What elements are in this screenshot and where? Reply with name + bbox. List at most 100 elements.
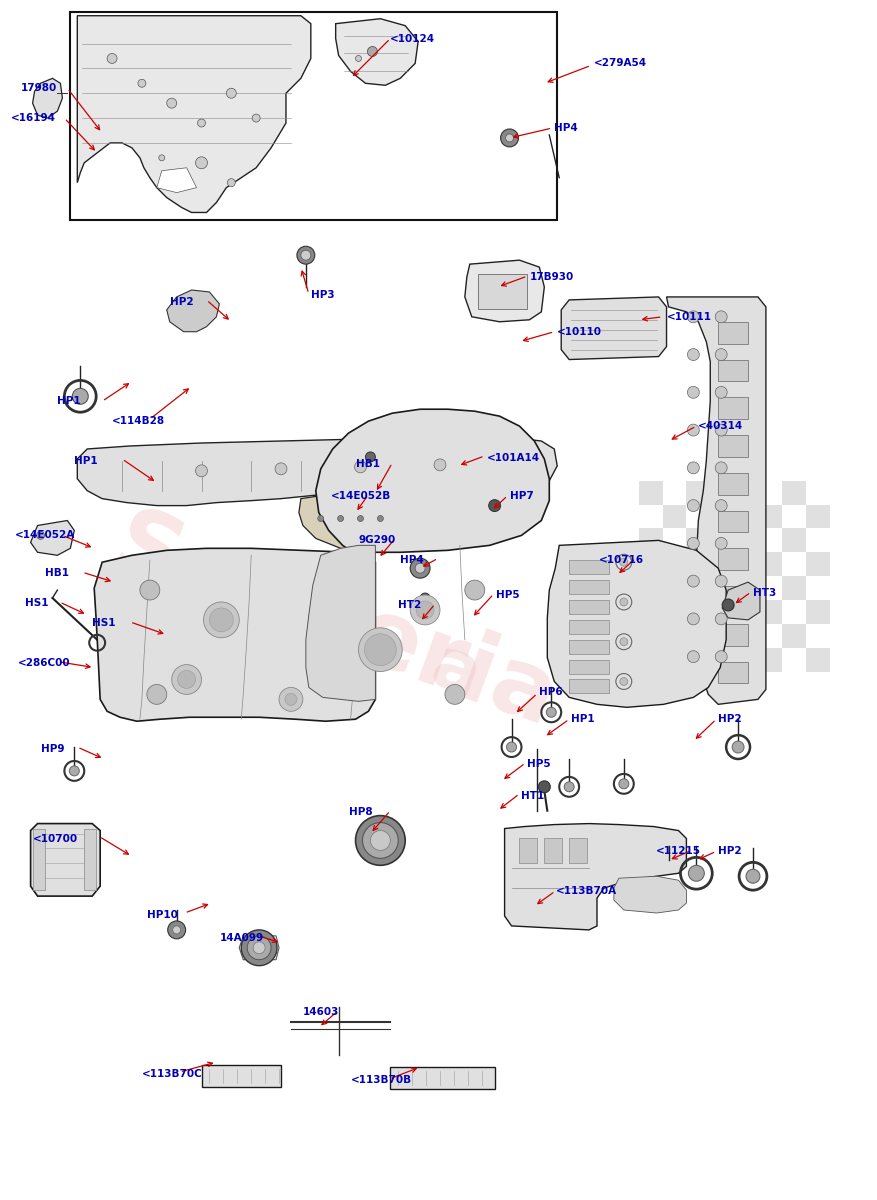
Text: HP4: HP4 <box>554 124 578 133</box>
Polygon shape <box>614 876 687 913</box>
Bar <box>545 839 562 863</box>
Text: <286C00: <286C00 <box>18 658 70 667</box>
Circle shape <box>688 613 699 625</box>
Circle shape <box>377 516 383 522</box>
Polygon shape <box>504 823 687 930</box>
Circle shape <box>138 79 146 88</box>
Bar <box>806 505 830 528</box>
Circle shape <box>420 593 430 602</box>
Bar <box>734 576 758 600</box>
Circle shape <box>69 766 79 776</box>
Bar <box>569 660 609 673</box>
Circle shape <box>168 920 186 938</box>
Circle shape <box>354 461 367 473</box>
Bar <box>734 481 758 505</box>
Bar <box>662 648 687 672</box>
Text: HP2: HP2 <box>718 846 742 857</box>
Text: HT3: HT3 <box>753 588 776 598</box>
Bar <box>718 322 748 343</box>
Bar <box>687 481 710 505</box>
Polygon shape <box>561 296 667 360</box>
Text: HP5: HP5 <box>496 590 519 600</box>
Bar <box>781 576 806 600</box>
Bar <box>806 600 830 624</box>
Circle shape <box>37 532 45 539</box>
Polygon shape <box>31 823 100 896</box>
Circle shape <box>507 742 517 752</box>
Circle shape <box>688 499 699 511</box>
Bar <box>781 528 806 552</box>
Circle shape <box>285 694 297 706</box>
Circle shape <box>338 516 344 522</box>
Circle shape <box>146 684 167 704</box>
Circle shape <box>358 516 363 522</box>
Polygon shape <box>722 582 760 620</box>
Circle shape <box>716 650 727 662</box>
Circle shape <box>501 130 518 146</box>
Circle shape <box>415 563 425 574</box>
Circle shape <box>688 575 699 587</box>
Text: <14E052B: <14E052B <box>331 491 391 500</box>
Text: HS1: HS1 <box>92 618 116 628</box>
Circle shape <box>173 926 181 934</box>
Circle shape <box>317 516 324 522</box>
Bar <box>202 1066 281 1087</box>
Circle shape <box>367 47 377 56</box>
Circle shape <box>365 634 396 666</box>
Bar <box>455 463 510 500</box>
Text: Scuderia: Scuderia <box>99 500 568 746</box>
Circle shape <box>140 580 160 600</box>
Circle shape <box>546 707 556 718</box>
Bar <box>806 552 830 576</box>
Bar <box>687 624 710 648</box>
Text: HB1: HB1 <box>45 569 68 578</box>
Text: HP4: HP4 <box>400 556 424 565</box>
Text: <10110: <10110 <box>557 326 602 337</box>
Text: HP2: HP2 <box>718 714 742 725</box>
Bar <box>662 552 687 576</box>
Circle shape <box>465 580 485 600</box>
Text: HP7: HP7 <box>510 491 533 500</box>
Circle shape <box>226 89 236 98</box>
Circle shape <box>619 779 629 788</box>
Text: HP5: HP5 <box>527 758 551 769</box>
Circle shape <box>732 742 744 754</box>
Circle shape <box>417 601 434 619</box>
Text: <10111: <10111 <box>667 312 711 322</box>
Circle shape <box>716 424 727 436</box>
Text: <11215: <11215 <box>656 846 701 857</box>
Circle shape <box>716 349 727 360</box>
Polygon shape <box>77 16 310 212</box>
Circle shape <box>275 463 287 475</box>
Circle shape <box>203 602 239 637</box>
Circle shape <box>716 613 727 625</box>
Circle shape <box>688 349 699 360</box>
Text: HP8: HP8 <box>348 806 372 817</box>
Text: HP3: HP3 <box>310 290 334 300</box>
Bar <box>718 397 748 419</box>
Circle shape <box>359 628 403 672</box>
Circle shape <box>241 930 277 966</box>
Circle shape <box>488 499 501 511</box>
Circle shape <box>227 179 235 187</box>
Text: <10716: <10716 <box>599 556 644 565</box>
Bar <box>781 481 806 505</box>
Circle shape <box>716 499 727 511</box>
Circle shape <box>688 386 699 398</box>
Text: HT2: HT2 <box>398 600 422 610</box>
Circle shape <box>716 311 727 323</box>
Bar <box>710 648 734 672</box>
Bar <box>662 600 687 624</box>
Bar <box>569 600 609 614</box>
Circle shape <box>410 595 440 625</box>
Circle shape <box>410 558 430 578</box>
Bar <box>32 828 45 890</box>
Bar <box>390 1067 495 1088</box>
Circle shape <box>210 608 233 631</box>
Bar <box>638 528 662 552</box>
Text: <113B70B: <113B70B <box>351 1075 411 1085</box>
Circle shape <box>688 424 699 436</box>
Circle shape <box>538 781 550 793</box>
Polygon shape <box>306 545 375 701</box>
Text: HS1: HS1 <box>25 598 48 608</box>
